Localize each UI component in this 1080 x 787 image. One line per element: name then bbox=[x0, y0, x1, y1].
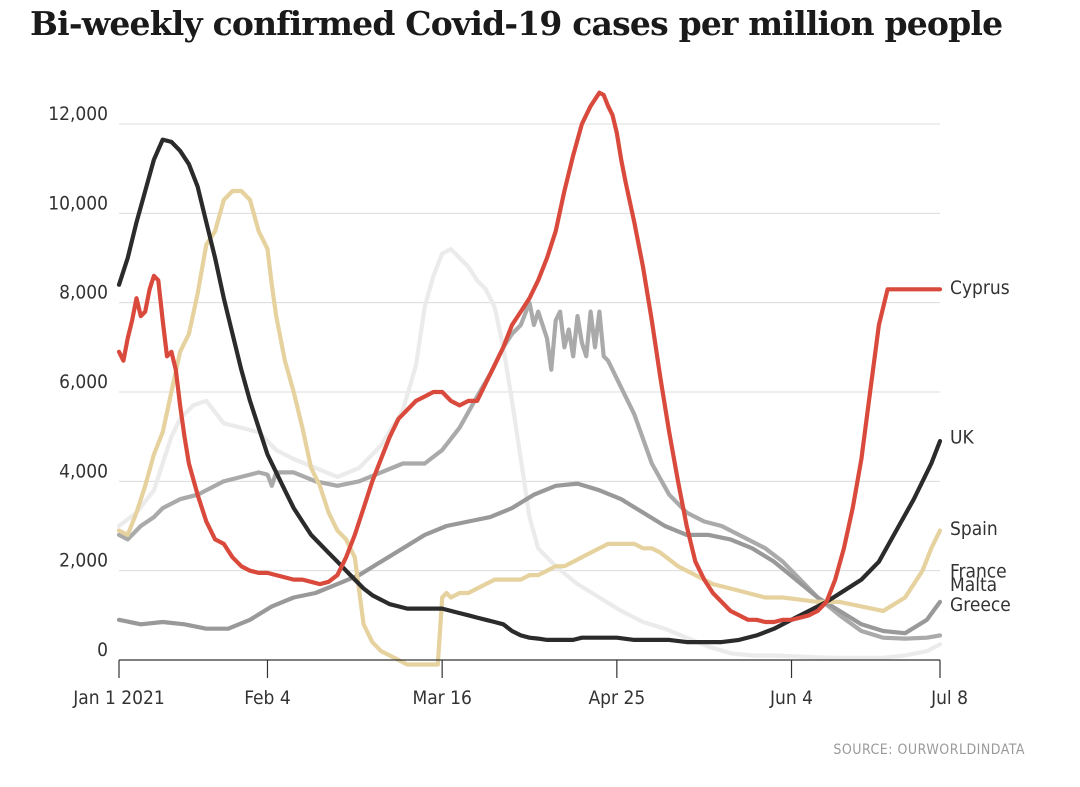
series-label-cyprus: Cyprus bbox=[950, 277, 1010, 299]
series-label-malta: Malta bbox=[950, 574, 997, 596]
y-tick-label: 2,000 bbox=[59, 550, 108, 572]
series-line-malta bbox=[116, 247, 943, 660]
series-label-greece: Greece bbox=[950, 594, 1011, 616]
series-label-uk: UK bbox=[950, 427, 975, 449]
series-lines bbox=[116, 90, 943, 667]
x-tick-label: Jan 1 2021 bbox=[72, 687, 165, 709]
y-tick-label: 0 bbox=[97, 639, 108, 661]
source-note: SOURCE: OURWORLDINDATA bbox=[833, 742, 1025, 758]
x-tick-label: Jul 8 bbox=[930, 687, 968, 709]
y-tick-label: 4,000 bbox=[59, 460, 108, 482]
x-tick-label: Feb 4 bbox=[244, 687, 290, 709]
series-label-spain: Spain bbox=[950, 518, 998, 540]
y-tick-label: 10,000 bbox=[48, 192, 108, 214]
x-tick-label: Apr 25 bbox=[588, 687, 645, 709]
y-tick-label: 12,000 bbox=[48, 103, 108, 125]
series-line-cyprus bbox=[116, 90, 943, 625]
chart-title: Bi-weekly confirmed Covid-19 cases per m… bbox=[30, 4, 1003, 43]
y-tick-label: 8,000 bbox=[59, 282, 108, 304]
series-line-greece bbox=[116, 481, 943, 636]
series-label-france: France bbox=[950, 561, 1007, 583]
series-line-france bbox=[116, 300, 943, 641]
y-tick-label: 6,000 bbox=[59, 371, 108, 393]
x-axis: Jan 1 2021 Feb 4 Mar 16 Apr 25 Jun 4 Jul 8 bbox=[72, 659, 968, 709]
y-axis-ticks: 0 2,000 4,000 6,000 8,000 10,000 12,000 bbox=[48, 103, 108, 661]
x-tick-label: Jun 4 bbox=[769, 687, 813, 709]
series-line-uk bbox=[116, 137, 943, 645]
x-tick-label: Mar 16 bbox=[412, 687, 471, 709]
